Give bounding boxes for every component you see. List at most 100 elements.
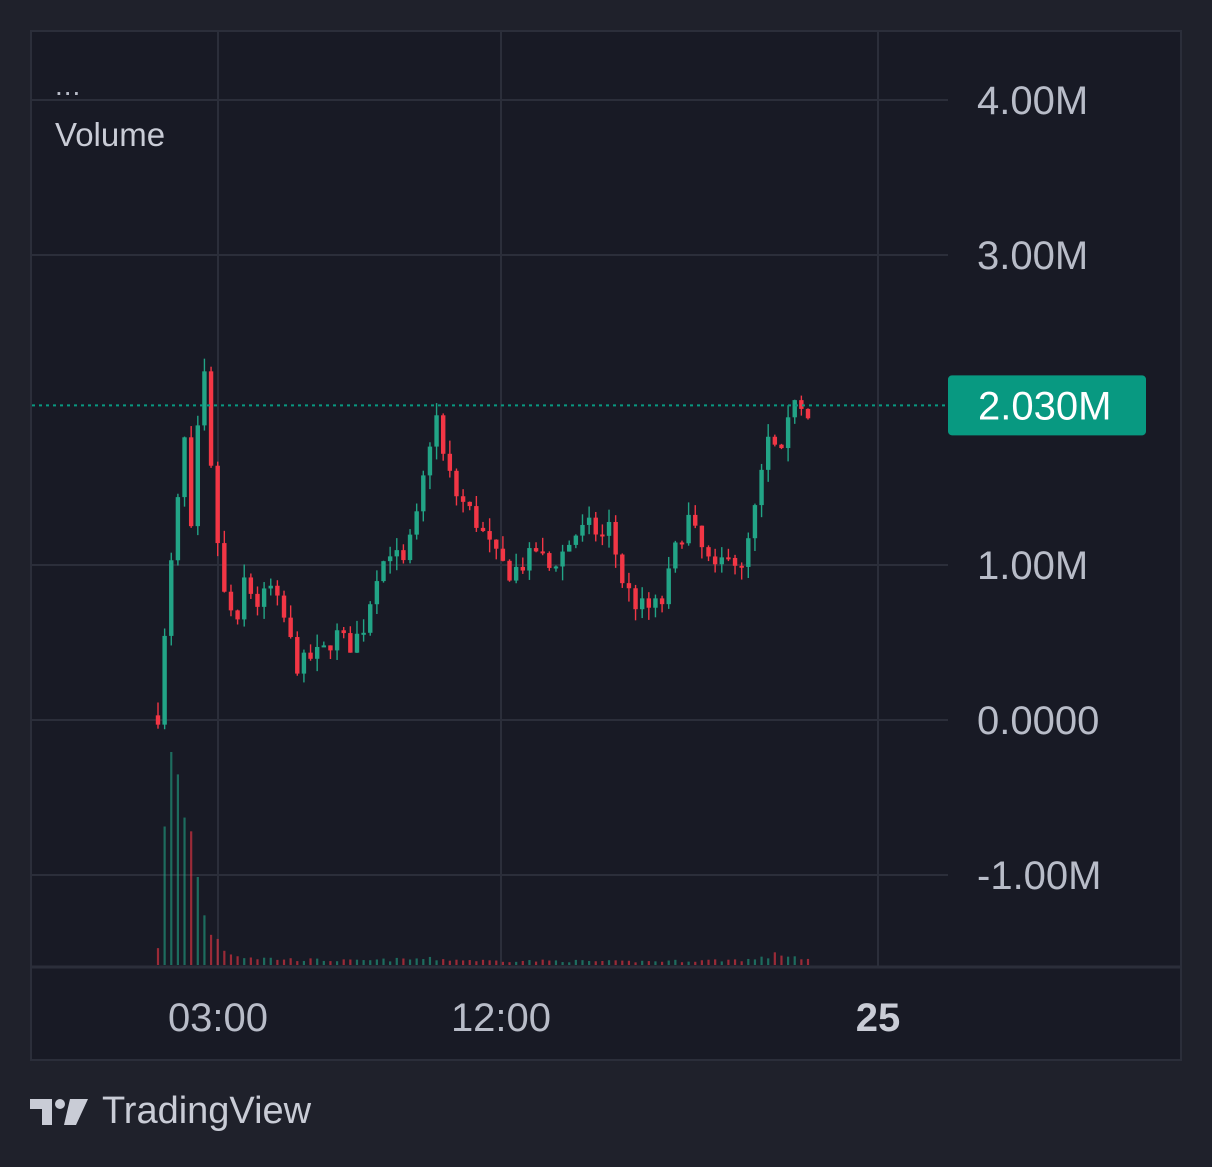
- tradingview-brand[interactable]: TradingView: [30, 1090, 311, 1133]
- candle: [759, 469, 764, 506]
- candle: [553, 566, 559, 569]
- volume-bar: [203, 915, 206, 965]
- x-axis[interactable]: 03:00 12:00 25: [168, 996, 900, 1040]
- candle: [547, 553, 552, 568]
- candle: [215, 465, 220, 544]
- y-tick-label: 0.0000: [977, 699, 1099, 743]
- volume-bar: [680, 962, 684, 965]
- x-tick-label: 25: [856, 996, 901, 1040]
- volume-bar: [475, 961, 478, 965]
- volume-bar: [435, 960, 438, 965]
- candle: [540, 551, 545, 554]
- candle: [474, 506, 479, 528]
- candle: [301, 652, 307, 674]
- tradingview-logo-icon: [30, 1098, 88, 1125]
- volume-bar: [740, 961, 743, 965]
- last-value-badge: [948, 375, 1146, 436]
- volume-bar: [534, 961, 538, 965]
- volume-bar: [528, 960, 531, 965]
- volume-bar: [660, 961, 664, 965]
- volume-bar: [607, 960, 611, 965]
- volume-bar: [674, 959, 677, 965]
- volume-bar: [349, 959, 352, 965]
- volume-bar: [806, 958, 810, 965]
- volume-bar: [707, 959, 710, 965]
- candle: [208, 371, 214, 466]
- volume-bar: [501, 961, 504, 965]
- y-axis[interactable]: 4.00M 3.00M 1.00M 0.0000 -1.00M: [977, 79, 1102, 898]
- candle: [560, 551, 565, 567]
- candle: [275, 585, 280, 596]
- candle: [487, 531, 492, 540]
- candle: [620, 554, 625, 584]
- volume-bar: [342, 959, 345, 965]
- candle: [706, 547, 711, 557]
- volume-bar: [408, 959, 412, 965]
- candle: [295, 637, 300, 674]
- volume-bar: [780, 955, 783, 965]
- volume-bar: [282, 959, 286, 965]
- volume-bar: [276, 959, 279, 965]
- candle: [321, 645, 327, 648]
- legend-menu-icon[interactable]: ...: [55, 70, 82, 101]
- volume-bar: [335, 961, 339, 965]
- chart-frame: [30, 30, 1182, 1061]
- candle: [228, 591, 234, 611]
- candle: [686, 514, 691, 544]
- last-value-text: 2.030M: [978, 384, 1111, 428]
- volume-bar: [760, 956, 763, 965]
- volume-bar: [694, 961, 697, 965]
- volume-bar: [541, 959, 544, 965]
- volume-bar: [455, 959, 458, 965]
- brand-name: TradingView: [102, 1090, 312, 1132]
- candle: [567, 544, 572, 552]
- candle: [719, 557, 724, 565]
- candle: [182, 437, 187, 498]
- candle: [626, 583, 632, 589]
- volume-bar: [382, 958, 385, 965]
- volume-bar: [249, 957, 252, 965]
- candle: [441, 415, 446, 454]
- candle: [586, 517, 592, 525]
- volume-bar: [800, 959, 803, 965]
- candle: [368, 604, 373, 633]
- candle: [268, 585, 273, 589]
- candle: [613, 521, 618, 555]
- candle: [666, 568, 671, 605]
- candle: [394, 550, 399, 557]
- volume-bar: [627, 960, 631, 965]
- candle: [354, 633, 360, 653]
- candle: [162, 635, 167, 725]
- volume-bar: [196, 876, 199, 965]
- candle: [169, 560, 174, 636]
- volume-bar: [309, 958, 312, 965]
- volume-bar: [687, 961, 690, 965]
- candle: [580, 524, 585, 536]
- volume-bar: [256, 959, 259, 965]
- candle: [659, 598, 665, 605]
- volume-bar: [614, 960, 617, 965]
- x-tick-label: 12:00: [451, 996, 551, 1040]
- candle: [779, 444, 784, 449]
- candle: [527, 548, 532, 571]
- volume-bar: [667, 960, 670, 965]
- volume-bar: [223, 950, 226, 965]
- candle: [766, 436, 771, 470]
- candle: [281, 595, 287, 618]
- volume-bar: [316, 958, 319, 965]
- volume-bar: [793, 956, 796, 965]
- candle: [639, 598, 645, 610]
- candle: [361, 632, 366, 635]
- candle: [314, 646, 320, 659]
- candle: [387, 556, 393, 562]
- candle: [513, 566, 519, 581]
- volume-bar: [488, 960, 491, 965]
- volume-bar: [156, 948, 160, 965]
- candle: [195, 425, 200, 527]
- candle: [434, 415, 439, 447]
- candle: [334, 630, 340, 651]
- volume-bar: [773, 952, 776, 965]
- volume-bar: [574, 959, 577, 965]
- volume-bar: [634, 962, 637, 965]
